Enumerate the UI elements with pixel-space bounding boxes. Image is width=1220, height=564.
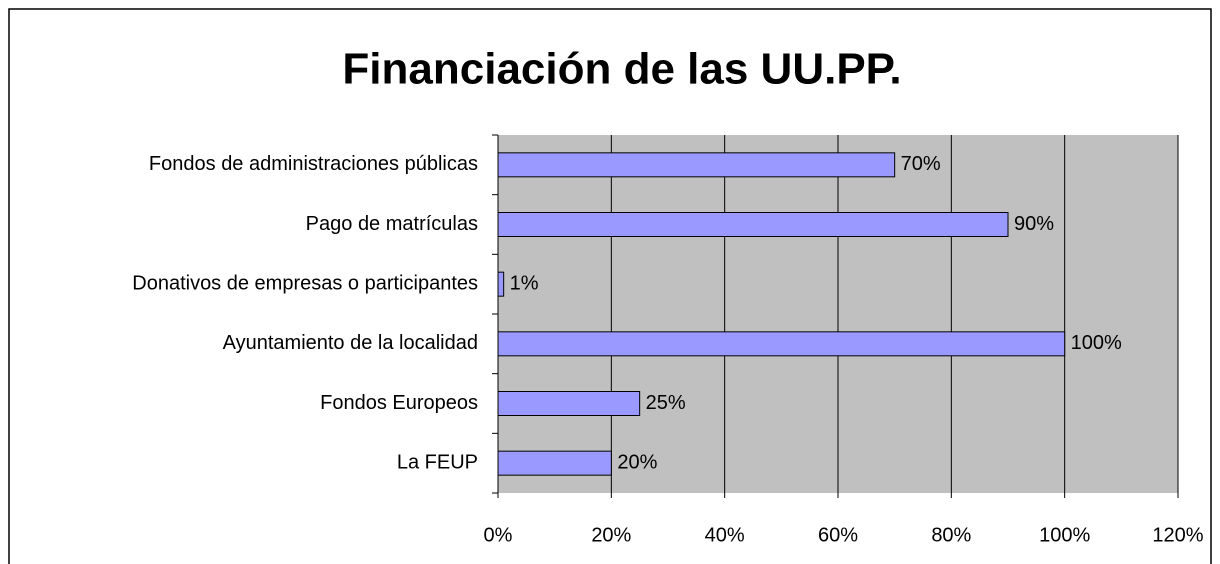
x-tick-label: 100% xyxy=(1039,524,1090,546)
value-label: 100% xyxy=(1071,332,1122,354)
bar xyxy=(497,391,641,416)
y-tick-label: Donativos de empresas o participantes xyxy=(132,272,478,294)
value-label: 70% xyxy=(901,153,941,175)
chart-title: Financiación de las UU.PP. xyxy=(342,45,901,94)
bar xyxy=(497,271,505,297)
x-tick-label: 60% xyxy=(818,524,858,546)
x-tick-label: 80% xyxy=(931,524,971,546)
bar xyxy=(497,450,612,476)
bar xyxy=(497,212,1009,237)
bar xyxy=(497,331,1066,357)
x-tick-label: 20% xyxy=(591,524,631,546)
x-tick-label: 120% xyxy=(1152,524,1203,546)
x-tick-label: 40% xyxy=(705,524,745,546)
y-tick-label: Pago de matrículas xyxy=(306,213,478,235)
y-tick-label: Ayuntamiento de la localidad xyxy=(223,332,478,354)
bar xyxy=(497,152,896,178)
value-label: 25% xyxy=(646,392,686,414)
y-tick-label: La FEUP xyxy=(397,451,478,473)
value-label: 90% xyxy=(1014,213,1054,235)
y-tick-label: Fondos Europeos xyxy=(320,392,478,414)
y-tick-label: Fondos de administraciones públicas xyxy=(149,153,478,175)
value-label: 1% xyxy=(510,272,539,294)
x-tick-label: 0% xyxy=(484,524,513,546)
value-label: 20% xyxy=(617,451,657,473)
